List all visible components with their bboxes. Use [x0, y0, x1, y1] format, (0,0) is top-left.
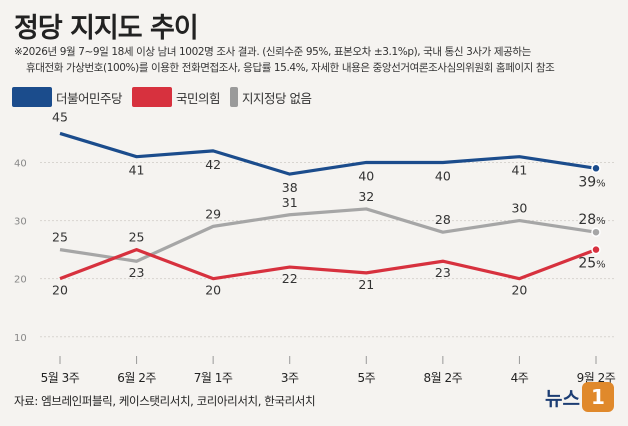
logo-mark: 1 [582, 382, 614, 412]
y-tick-label: 30 [14, 217, 27, 228]
data-label: 42 [205, 157, 221, 172]
data-label: 31 [282, 195, 298, 210]
x-tick-label: 3주 [281, 371, 299, 385]
y-tick-label: 40 [14, 158, 27, 169]
data-label: 30 [511, 201, 527, 216]
ppp-logo-icon [132, 87, 173, 107]
x-tick-label: 5주 [357, 371, 375, 385]
data-label: 28% [578, 212, 605, 228]
democratic-party-logo-icon [12, 87, 52, 107]
data-label: 45 [52, 109, 68, 124]
x-tick-label: 7월 1주 [194, 371, 233, 385]
legend-item-ppp: 국민의힘 [132, 87, 221, 107]
data-label: 25% [578, 256, 605, 272]
data-label: 23 [435, 265, 451, 280]
data-label: 41 [129, 163, 145, 178]
data-label: 20 [205, 283, 221, 298]
legend-item-democratic: 더불어민주당 [12, 87, 123, 107]
survey-note-line1: ※2026년 9월 7~9일 18세 이상 남녀 1002명 조사 결과. (신… [14, 46, 531, 58]
percent-suffix: % [596, 216, 606, 227]
news1-logo: 뉴스 1 [545, 382, 614, 412]
data-label: 25 [129, 230, 145, 245]
y-tick-label: 10 [14, 333, 27, 344]
data-label: 41 [511, 163, 527, 178]
data-label: 39% [578, 174, 605, 190]
percent-suffix: % [596, 178, 606, 189]
legend-label-democratic: 더불어민주당 [56, 90, 123, 106]
percent-suffix: % [596, 260, 606, 271]
legend-label-none: 지지정당 없음 [242, 90, 312, 106]
legend: 더불어민주당 국민의힘 지지정당 없음 [12, 86, 322, 108]
data-label: 20 [52, 283, 68, 298]
data-label: 38 [282, 180, 298, 195]
series-end-point [591, 227, 601, 237]
legend-item-none: 지지정당 없음 [230, 87, 312, 107]
logo-text: 뉴스 [545, 387, 580, 410]
data-label: 32 [358, 189, 374, 204]
series-end-point [591, 163, 601, 174]
x-tick-label: 5월 3주 [41, 371, 80, 385]
series-line [59, 131, 597, 176]
data-label: 28 [435, 212, 451, 227]
survey-note-line2: 휴대전화 가상번호(100%)를 이용한 전화면접조사, 응답률 15.4%, … [26, 62, 555, 74]
x-tick-label: 6월 2주 [117, 371, 156, 385]
data-label: 20 [511, 283, 527, 298]
data-label: 21 [358, 277, 374, 292]
data-label: 22 [282, 271, 298, 286]
series-end-point [591, 244, 601, 255]
data-label: 40 [358, 168, 374, 183]
chart-title: 정당 지지도 추이 [14, 13, 199, 44]
source-note: 자료: 엠브레인퍼블릭, 케이스탯리서치, 코리아리서치, 한국리서치 [14, 394, 316, 408]
x-tick-label: 4주 [511, 371, 529, 385]
gray-swatch-icon [230, 87, 239, 107]
x-tick-label: 8월 2주 [424, 371, 463, 385]
data-label: 29 [205, 206, 221, 221]
y-tick-label: 20 [14, 275, 27, 286]
legend-label-ppp: 국민의힘 [176, 90, 221, 106]
data-label: 23 [129, 265, 145, 280]
data-label: 25 [52, 230, 68, 245]
data-label: 40 [435, 168, 451, 183]
x-tick-label: 9월 2주 [577, 371, 616, 385]
series-line [59, 248, 597, 281]
